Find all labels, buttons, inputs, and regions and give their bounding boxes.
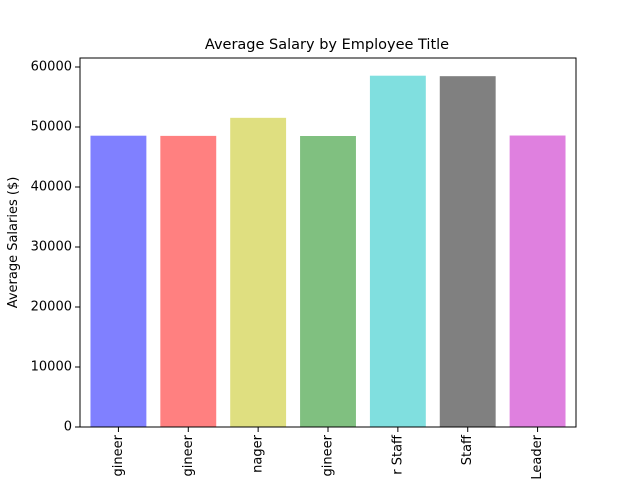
y-tick-label-0: 0 (64, 420, 72, 435)
y-tick-label-4: 40000 (31, 180, 72, 195)
bar-6 (439, 76, 496, 428)
y-tick-label-5: 50000 (31, 120, 72, 135)
x-tick-label-6: Staff (460, 434, 475, 465)
bar-2 (160, 135, 217, 427)
bar-5 (369, 75, 426, 427)
bar-3 (230, 117, 287, 427)
x-axis: gineer gineer nager gineer r Staff Staff Leade… (111, 427, 545, 480)
x-tick-label-5: r Staff (390, 434, 405, 475)
y-axis-label: Average Salaries ($) (6, 177, 21, 309)
bar-1 (90, 135, 147, 427)
y-tick-label-3: 30000 (31, 240, 72, 255)
chart-title: Average Salary by Employee Title (205, 37, 449, 53)
y-axis: 0 10000 20000 30000 40000 50000 60000 (31, 60, 80, 435)
x-tick-label-7: Leader (530, 434, 545, 479)
x-tick-label-2: gineer (181, 434, 196, 476)
bar-7 (509, 135, 566, 427)
x-tick-label-1: gineer (111, 434, 126, 476)
y-tick-label-6: 60000 (31, 60, 72, 75)
y-tick-label-1: 10000 (31, 360, 72, 375)
x-tick-label-4: gineer (321, 434, 336, 476)
x-tick-label-3: nager (251, 434, 266, 472)
bar-4 (300, 136, 356, 427)
bars-group (90, 75, 566, 428)
y-tick-label-2: 20000 (31, 300, 72, 315)
